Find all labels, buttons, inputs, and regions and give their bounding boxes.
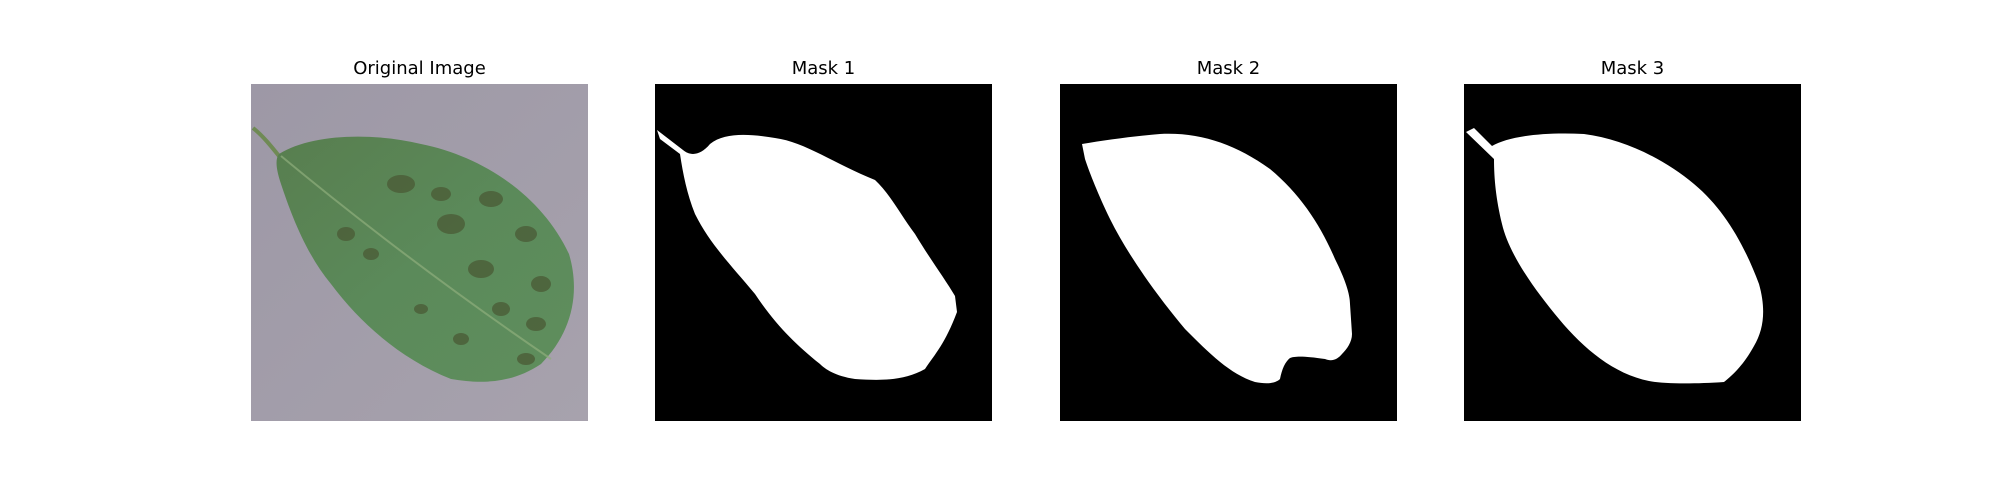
- original-leaf-image: [251, 84, 588, 421]
- panel-title-mask1: Mask 1: [791, 58, 856, 79]
- panel-title-mask2: Mask 2: [1196, 58, 1261, 79]
- mask3-leaf-region: [1466, 128, 1764, 384]
- mask2-leaf-region: [1082, 133, 1352, 384]
- leaf-stem: [251, 126, 281, 158]
- mask1-image: [655, 84, 992, 421]
- panel-title-mask3: Mask 3: [1600, 58, 1665, 79]
- mask1-leaf-region: [657, 130, 957, 380]
- mask2-image: [1060, 84, 1397, 421]
- panel-title-original: Original Image: [353, 58, 486, 79]
- leaf-midrib: [280, 155, 552, 360]
- mask3-image: [1464, 84, 1801, 421]
- leaf-lesions: [337, 175, 551, 365]
